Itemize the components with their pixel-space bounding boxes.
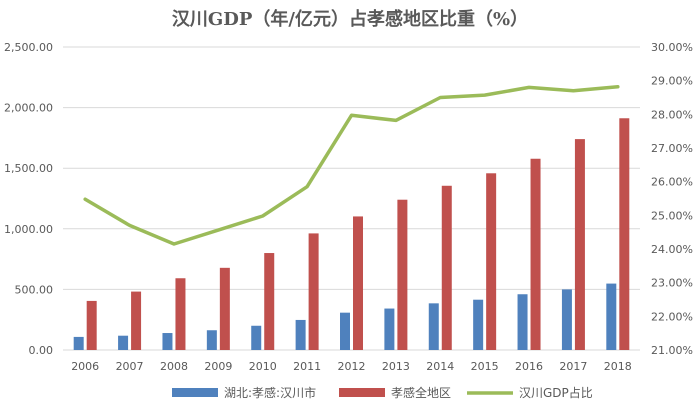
bar-hanchuan bbox=[206, 330, 217, 350]
x-tick-label: 2017 bbox=[559, 360, 587, 373]
y-left-tick-label: 500.00 bbox=[15, 283, 54, 296]
x-tick-label: 2013 bbox=[382, 360, 410, 373]
bar-hanchuan bbox=[73, 336, 84, 350]
x-tick-label: 2007 bbox=[116, 360, 144, 373]
x-tick-label: 2009 bbox=[204, 360, 232, 373]
bar-xiaogan bbox=[353, 216, 363, 350]
bar-xiaogan bbox=[441, 185, 452, 350]
bar-xiaogan bbox=[486, 173, 497, 350]
y-left-tick-label: 1,500.00 bbox=[4, 162, 53, 175]
legend-label: 孝感全地区 bbox=[391, 385, 451, 400]
y-right-tick-label: 28.00% bbox=[651, 108, 693, 121]
x-tick-label: 2006 bbox=[71, 360, 99, 373]
bar-hanchuan bbox=[517, 294, 528, 350]
y-right-tick-label: 30.00% bbox=[651, 41, 693, 54]
y-left-tick-label: 1,000.00 bbox=[4, 223, 53, 236]
y-right-tick-label: 23.00% bbox=[651, 277, 693, 290]
bar-hanchuan bbox=[340, 312, 350, 350]
legend-swatch bbox=[172, 388, 218, 397]
x-axis: 2006 2007 2008 2009 2010 2011 2012 2013 2014 2015… bbox=[71, 360, 632, 373]
bar-xiaogan bbox=[619, 118, 630, 351]
bar-xiaogan bbox=[397, 199, 408, 350]
right-axis: 21.00% 22.00% 23.00% 24.00% 25.00% 26.00% 27.0… bbox=[651, 41, 693, 357]
y-right-tick-label: 26.00% bbox=[651, 176, 693, 189]
bar-xiaogan bbox=[175, 278, 186, 350]
bar-hanchuan bbox=[428, 303, 439, 350]
y-right-tick-label: 25.00% bbox=[651, 209, 693, 222]
y-right-tick-label: 24.00% bbox=[651, 243, 693, 256]
y-right-tick-label: 22.00% bbox=[651, 310, 693, 323]
bar-hanchuan bbox=[384, 308, 395, 350]
bar-xiaogan bbox=[574, 139, 585, 350]
legend-label: 汉川GDP占比 bbox=[519, 385, 593, 400]
bars-layer bbox=[73, 118, 630, 351]
bar-xiaogan bbox=[131, 291, 142, 350]
bar-hanchuan bbox=[118, 335, 129, 350]
bar-xiaogan bbox=[308, 233, 319, 350]
y-left-tick-label: 2,000.00 bbox=[4, 102, 53, 115]
bar-xiaogan bbox=[86, 300, 97, 350]
left-axis: 0.00 500.00 1,000.00 1,500.00 2,000.00 2,500.… bbox=[4, 41, 53, 357]
bar-hanchuan bbox=[162, 333, 173, 350]
y-left-tick-label: 2,500.00 bbox=[4, 41, 53, 54]
x-tick-label: 2016 bbox=[515, 360, 543, 373]
y-right-tick-label: 21.00% bbox=[651, 344, 693, 357]
bar-hanchuan bbox=[251, 325, 262, 350]
y-left-tick-label: 0.00 bbox=[29, 344, 54, 357]
y-right-tick-label: 29.00% bbox=[651, 75, 693, 88]
y-right-tick-label: 27.00% bbox=[651, 142, 693, 155]
x-tick-label: 2010 bbox=[249, 360, 277, 373]
x-tick-label: 2011 bbox=[293, 360, 321, 373]
bar-hanchuan bbox=[295, 319, 306, 350]
bar-xiaogan bbox=[219, 267, 230, 350]
line-layer bbox=[83, 84, 620, 246]
x-tick-label: 2008 bbox=[160, 360, 188, 373]
x-tick-label: 2015 bbox=[471, 360, 499, 373]
bar-xiaogan bbox=[530, 158, 541, 350]
bar-hanchuan bbox=[473, 299, 484, 350]
bar-hanchuan bbox=[606, 283, 617, 350]
bar-hanchuan bbox=[561, 289, 572, 350]
legend: 湖北:孝感:汉川市 孝感全地区 汉川GDP占比 bbox=[172, 385, 593, 400]
bar-xiaogan bbox=[264, 253, 275, 350]
grid-layer bbox=[63, 46, 640, 351]
x-tick-label: 2014 bbox=[426, 360, 454, 373]
legend-label: 湖北:孝感:汉川市 bbox=[224, 385, 316, 400]
chart-title: 汉川GDP（年/亿元）占孝感地区比重（%） bbox=[172, 8, 528, 30]
legend-swatch bbox=[339, 388, 385, 397]
x-tick-label: 2012 bbox=[338, 360, 366, 373]
x-tick-label: 2018 bbox=[604, 360, 632, 373]
